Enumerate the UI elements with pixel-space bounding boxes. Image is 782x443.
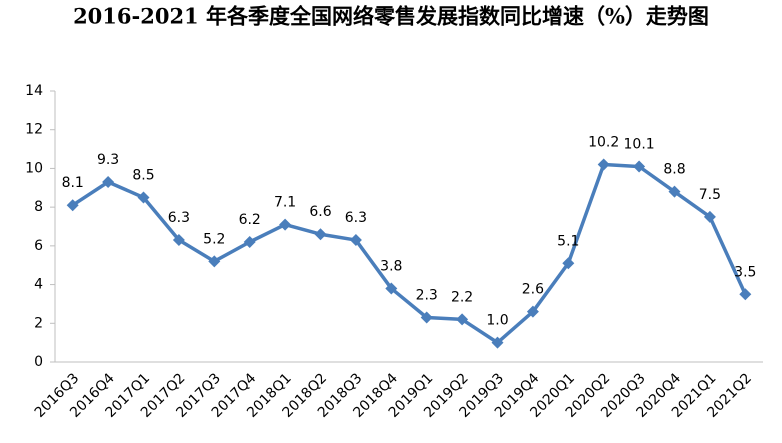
marker — [739, 288, 752, 301]
data-label: 5.1 — [557, 233, 579, 249]
data-label: 2.3 — [416, 287, 438, 303]
marker — [314, 228, 327, 241]
data-label: 8.1 — [62, 175, 84, 191]
marker — [456, 313, 469, 326]
y-tick-label: 0 — [34, 354, 43, 370]
data-label: 3.8 — [380, 258, 402, 274]
data-label: 1.0 — [486, 313, 508, 329]
data-label: 8.5 — [132, 167, 154, 183]
data-label: 2.2 — [451, 289, 473, 305]
marker — [597, 158, 610, 171]
y-tick-label: 2 — [34, 315, 43, 331]
marker — [243, 235, 256, 248]
chart-title: 2016-2021 年各季度全国网络零售发展指数同比增速（%）走势图 — [73, 4, 709, 29]
data-label: 9.3 — [97, 152, 119, 168]
marker — [208, 255, 221, 268]
marker — [172, 234, 185, 247]
data-label: 6.3 — [345, 210, 367, 226]
data-label: 2.6 — [522, 282, 544, 298]
data-label: 10.2 — [588, 135, 619, 151]
marker — [703, 210, 716, 223]
marker — [385, 282, 398, 295]
marker — [102, 175, 115, 188]
marker — [668, 185, 681, 198]
marker — [279, 218, 292, 231]
data-label: 7.5 — [699, 187, 721, 203]
y-tick-label: 8 — [34, 199, 43, 215]
data-label: 6.3 — [168, 210, 190, 226]
y-tick-label: 10 — [25, 160, 43, 176]
y-tick-label: 14 — [25, 83, 43, 99]
data-label: 7.1 — [274, 195, 296, 211]
marker — [491, 336, 504, 349]
marker — [349, 234, 362, 247]
data-label: 6.6 — [309, 204, 331, 220]
y-tick-label: 6 — [34, 238, 43, 254]
data-label: 10.1 — [624, 136, 655, 152]
y-tick-label: 4 — [34, 277, 43, 293]
marker — [66, 199, 79, 212]
marker — [562, 257, 575, 270]
marker — [526, 305, 539, 318]
marker — [137, 191, 150, 204]
data-label: 6.2 — [239, 212, 261, 228]
data-label: 3.5 — [734, 264, 756, 280]
marker — [420, 311, 433, 324]
y-tick-label: 12 — [25, 122, 43, 138]
marker — [633, 160, 646, 173]
data-label: 5.2 — [203, 231, 225, 247]
line — [71, 162, 747, 345]
data-label: 8.8 — [663, 162, 685, 178]
